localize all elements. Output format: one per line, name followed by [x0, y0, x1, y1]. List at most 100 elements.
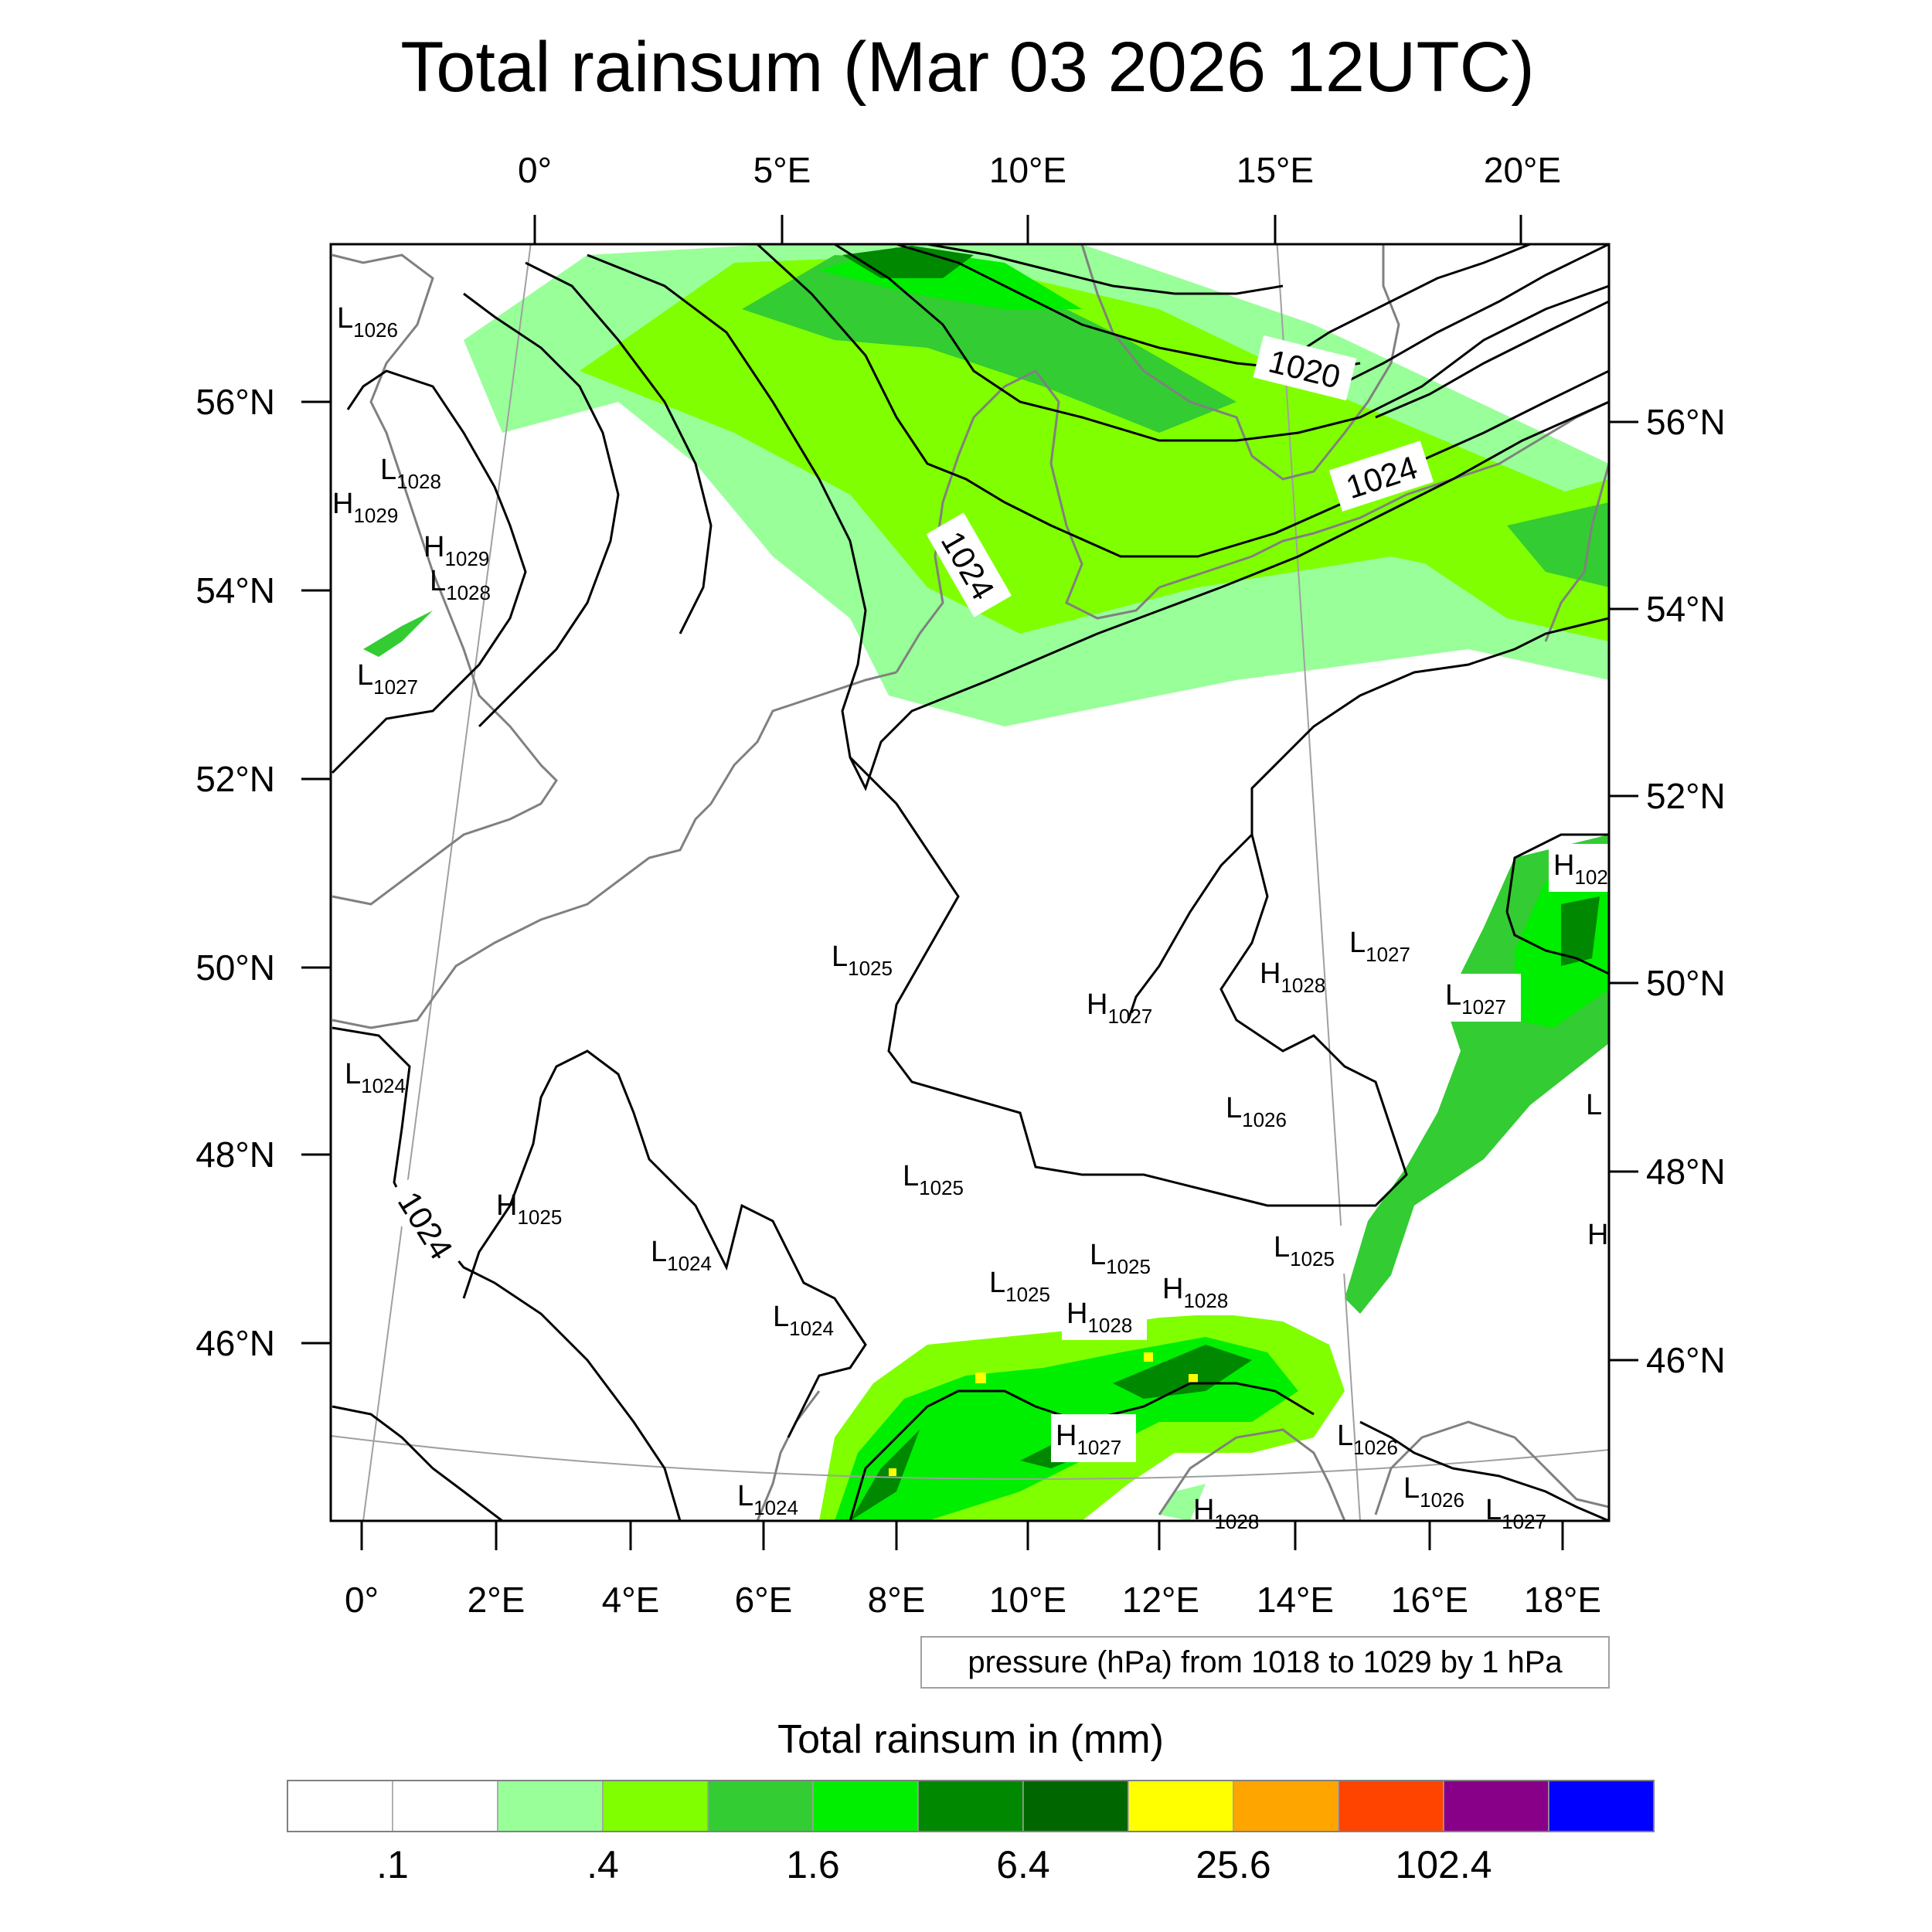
pressure-center: L1026: [1337, 1420, 1398, 1459]
bottom-lon-label: 16°E: [1391, 1580, 1468, 1620]
svg-text:L1025: L1025: [989, 1267, 1050, 1306]
meridian-15e: [1276, 244, 1361, 1521]
svg-text:L: L: [1586, 1089, 1602, 1121]
colorbar-cell: [602, 1780, 709, 1832]
pressure-center: L1024: [773, 1301, 834, 1340]
pressure-center: H1029: [332, 488, 398, 527]
colorbar-cell: [1128, 1780, 1234, 1832]
coast-great-britain-east: [332, 253, 558, 906]
pressure-center: L1026: [1403, 1472, 1464, 1512]
isobar-north-5: [927, 244, 1284, 295]
isobar-alps-2: [1359, 1420, 1609, 1521]
top-lon-label: 10°E: [989, 150, 1066, 190]
pressure-center: L1026: [1226, 1092, 1287, 1131]
top-lon-label: 20°E: [1484, 150, 1561, 190]
colorbar-cell: [1548, 1780, 1655, 1832]
bottom-lon-label: 4°E: [602, 1580, 660, 1620]
pressure-center: H102: [1549, 844, 1611, 892]
isobar-sw-3: [462, 1049, 867, 1438]
bottom-lon-label: 0°: [345, 1580, 379, 1620]
svg-text:L1028: L1028: [430, 565, 491, 604]
svg-text:L1025: L1025: [1274, 1231, 1335, 1270]
svg-text:H102: H102: [1553, 849, 1608, 889]
svg-text:L1024: L1024: [651, 1236, 712, 1275]
colorbar-cell: [1022, 1780, 1129, 1832]
contour-info-text: pressure (hPa) from 1018 to 1029 by 1 hP…: [968, 1645, 1563, 1679]
graticule: [331, 244, 1609, 1521]
left-lat-label: 48°N: [196, 1134, 275, 1175]
colorbar-cell: [1233, 1780, 1339, 1832]
pressure-center: L1027: [1440, 974, 1521, 1022]
pressure-center: L1027: [1349, 927, 1410, 966]
right-lat-label: 52°N: [1646, 776, 1726, 816]
contour-info-box: pressure (hPa) from 1018 to 1029 by 1 hP…: [920, 1636, 1610, 1689]
right-lat-label: 50°N: [1646, 963, 1726, 1003]
svg-text:L1028: L1028: [380, 454, 441, 493]
isobar-sw-2: [332, 1405, 503, 1521]
bottom-lon-label: 6°E: [735, 1580, 793, 1620]
colorbar-cells: [287, 1780, 1655, 1832]
svg-text:L1027: L1027: [1349, 927, 1410, 966]
colorbar-tick-label: .4: [587, 1843, 619, 1886]
top-lon-label: 5°E: [753, 150, 811, 190]
coast-adriatic: [1158, 1428, 1346, 1521]
left-latitude-labels: 56°N 54°N 52°N 50°N 48°N 46°N: [196, 382, 275, 1363]
svg-text:L1025: L1025: [903, 1160, 964, 1199]
top-lon-label: 0°: [518, 150, 552, 190]
colorbar-tick-label: 1.6: [786, 1843, 840, 1886]
isobar-west-1: [331, 369, 527, 774]
right-lat-label: 56°N: [1646, 402, 1726, 442]
svg-text:L1026: L1026: [1337, 1420, 1398, 1459]
coast-channel-south: [332, 671, 897, 1029]
right-lat-label: 46°N: [1646, 1340, 1726, 1380]
colorbar-tick-label: 6.4: [996, 1843, 1050, 1886]
svg-text:L1026: L1026: [1226, 1092, 1287, 1131]
isobar-west-2: [463, 292, 620, 728]
pressure-center: L1025: [903, 1160, 964, 1199]
colorbar: Total rainsum in (mm) .1 .4 1.6 6.4 25.6…: [287, 1717, 1655, 1886]
isobar-west-3: [525, 261, 713, 634]
meridian-0: [362, 244, 532, 1521]
colorbar-cell: [1443, 1780, 1549, 1832]
left-lat-label: 56°N: [196, 382, 275, 422]
colorbar-cell: [392, 1780, 498, 1832]
top-longitude-labels: 0° 5°E 10°E 15°E 20°E: [518, 150, 1561, 190]
pressure-center: L1025: [985, 1261, 1065, 1309]
svg-text:L1026: L1026: [337, 302, 398, 342]
pressure-center: L1024: [345, 1058, 406, 1097]
pressure-center: H1028: [1260, 957, 1325, 997]
bottom-longitude-labels: 0° 2°E 4°E 6°E 8°E 10°E 12°E 14°E 16°E 1…: [345, 1580, 1601, 1620]
right-latitude-labels: 56°N 54°N 52°N 50°N 48°N 46°N: [1646, 402, 1726, 1380]
rain-band-north-core: [580, 255, 1609, 634]
pressure-center: L1025: [1085, 1233, 1165, 1281]
left-lat-label: 52°N: [196, 759, 275, 799]
map-title: Total rainsum (Mar 03 2026 12UTC): [400, 28, 1534, 107]
coast-balkan: [1374, 1420, 1609, 1515]
isobar-north-1: [587, 253, 1609, 791]
svg-text:H1029: H1029: [332, 488, 398, 527]
isobar-north-8: [1375, 300, 1609, 419]
coastlines: [332, 244, 1609, 1521]
right-lat-label: 48°N: [1646, 1151, 1726, 1192]
isobars: [331, 244, 1609, 1521]
isobar-alps-1: [849, 1382, 1315, 1521]
bottom-lon-label: 12°E: [1122, 1580, 1199, 1620]
coast-baltic-south: [1158, 400, 1609, 589]
pressure-center: L1027: [357, 659, 418, 699]
colorbar-title: Total rainsum in (mm): [777, 1717, 1164, 1762]
pressure-centers: L1026 L1028 H1029 H1029 L1028 L1027 L102…: [332, 302, 1611, 1533]
isobar-central: [849, 617, 1609, 1207]
map-panel: 1020 1024 1024 1024 L1026 L1028 H1029 H1…: [329, 243, 1611, 1533]
colorbar-tick-label: .1: [376, 1843, 409, 1886]
left-lat-label: 54°N: [196, 570, 275, 611]
isobar-central-2: [1127, 833, 1253, 1021]
bottom-lon-label: 14°E: [1257, 1580, 1334, 1620]
tick-marks: [301, 215, 1638, 1550]
right-lat-label: 54°N: [1646, 589, 1726, 629]
colorbar-tick-label: 102.4: [1395, 1843, 1492, 1886]
coast-sweden: [1080, 244, 1400, 481]
left-lat-label: 50°N: [196, 947, 275, 988]
svg-text:H1028: H1028: [1066, 1298, 1132, 1337]
colorbar-tick-labels: .1 .4 1.6 6.4 25.6 102.4: [376, 1843, 1492, 1886]
